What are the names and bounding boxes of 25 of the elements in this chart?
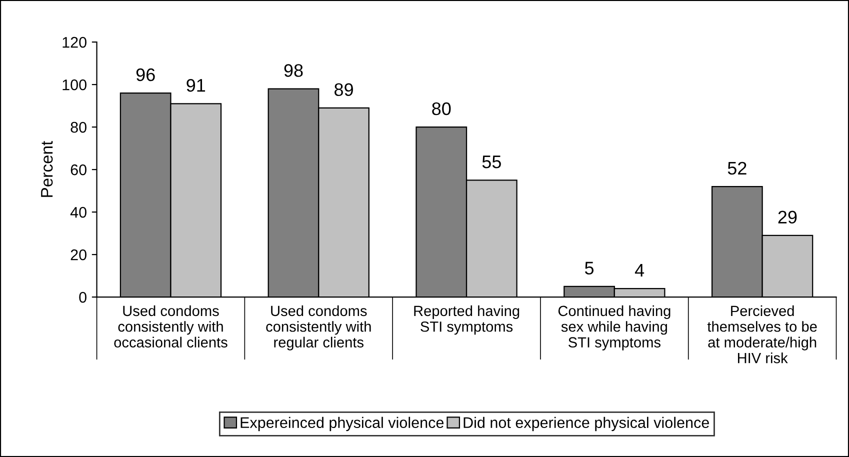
data-label: 91 — [186, 78, 206, 92]
x-tick-label: Used condoms consistently with regular clients — [266, 305, 371, 350]
data-label: 96 — [136, 68, 155, 82]
data-label: 52 — [728, 162, 746, 175]
y-axis-title: Percent — [41, 140, 53, 197]
data-label: 89 — [334, 83, 353, 96]
x-tick-label: Reported having STI symptoms — [414, 305, 520, 335]
y-tick-label: 120 — [62, 36, 86, 48]
data-label: 80 — [432, 102, 451, 116]
x-tick-label: Continued having sex while having STI symptoms — [558, 305, 670, 350]
y-tick-label: 40 — [70, 206, 86, 218]
y-tick-label: 80 — [70, 122, 86, 133]
legend-label: Did not experience physical violence — [464, 416, 709, 432]
data-label: 98 — [284, 64, 303, 77]
legend-label: Expereinced physical violence — [240, 416, 444, 432]
y-tick-label: 20 — [70, 249, 86, 260]
y-tick-label: 60 — [70, 164, 86, 176]
data-label: 29 — [778, 210, 797, 224]
data-label: 5 — [584, 262, 594, 275]
data-label: 55 — [482, 156, 501, 168]
y-tick-label: 100 — [62, 79, 86, 90]
x-tick-label: Percieved themselves to be at moderate/high HIV risk — [707, 305, 817, 364]
x-tick-label: Used condoms consistently with occasional clients — [114, 305, 228, 348]
y-tick-label: 0 — [79, 292, 86, 303]
data-label: 4 — [634, 264, 644, 276]
